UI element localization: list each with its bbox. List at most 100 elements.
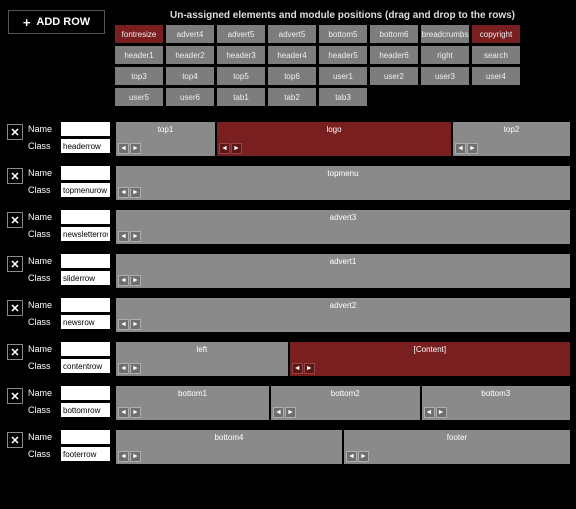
pool-chip[interactable]: user2 (370, 67, 418, 85)
row-cells[interactable]: advert1◄► (112, 252, 572, 290)
row-cell[interactable]: logo◄► (217, 122, 451, 156)
grow-right-button[interactable]: ► (130, 451, 141, 462)
grow-right-button[interactable]: ► (358, 451, 369, 462)
row-name-input[interactable] (61, 386, 110, 400)
pool-chip[interactable]: user1 (319, 67, 367, 85)
row-cell[interactable]: bottom4◄► (116, 430, 342, 464)
pool-chip[interactable]: header4 (268, 46, 316, 64)
row-class-input[interactable] (61, 271, 110, 285)
pool-chip[interactable]: user4 (472, 67, 520, 85)
pool-chip[interactable]: tab1 (217, 88, 265, 106)
row-class-input[interactable] (61, 139, 110, 153)
delete-row-button[interactable]: ✕ (7, 300, 23, 316)
shrink-left-button[interactable]: ◄ (118, 451, 129, 462)
pool-chip[interactable]: top4 (166, 67, 214, 85)
row-name-input[interactable] (61, 298, 110, 312)
row-class-input[interactable] (61, 447, 110, 461)
pool-chip[interactable]: breadcrumbs (421, 25, 469, 43)
row-cells[interactable]: advert2◄► (112, 296, 572, 334)
row-cell[interactable]: advert3◄► (116, 210, 570, 244)
shrink-left-button[interactable]: ◄ (273, 407, 284, 418)
grow-right-button[interactable]: ► (130, 231, 141, 242)
grow-right-button[interactable]: ► (130, 275, 141, 286)
pool-chip[interactable]: copyright (472, 25, 520, 43)
row-cell[interactable]: left◄► (116, 342, 288, 376)
row-cell[interactable]: footer◄► (344, 430, 570, 464)
row-cells[interactable]: topmenu◄► (112, 164, 572, 202)
pool-chip[interactable]: advert5 (217, 25, 265, 43)
pool-chip[interactable]: top3 (115, 67, 163, 85)
pool-chip[interactable]: header3 (217, 46, 265, 64)
row-cells[interactable]: top1◄►logo◄►top2◄► (112, 120, 572, 158)
pool-chip[interactable]: user6 (166, 88, 214, 106)
pool-chip[interactable]: top6 (268, 67, 316, 85)
grow-right-button[interactable]: ► (231, 143, 242, 154)
pool-chip[interactable]: advert4 (166, 25, 214, 43)
shrink-left-button[interactable]: ◄ (118, 231, 129, 242)
row-cells[interactable]: bottom1◄►bottom2◄►bottom3◄► (112, 384, 572, 422)
grow-right-button[interactable]: ► (285, 407, 296, 418)
shrink-left-button[interactable]: ◄ (346, 451, 357, 462)
delete-row-button[interactable]: ✕ (7, 388, 23, 404)
grow-right-button[interactable]: ► (130, 407, 141, 418)
shrink-left-button[interactable]: ◄ (118, 187, 129, 198)
grow-right-button[interactable]: ► (467, 143, 478, 154)
grow-right-button[interactable]: ► (436, 407, 447, 418)
pool-grid[interactable]: fontresizeadvert4advert5advert5bottom5bo… (115, 25, 570, 106)
pool-chip[interactable]: header5 (319, 46, 367, 64)
row-class-input[interactable] (61, 183, 110, 197)
row-cell[interactable]: top1◄► (116, 122, 215, 156)
row-cell[interactable]: bottom2◄► (271, 386, 420, 420)
row-cells[interactable]: advert3◄► (112, 208, 572, 246)
grow-right-button[interactable]: ► (130, 187, 141, 198)
delete-row-button[interactable]: ✕ (7, 212, 23, 228)
row-cell[interactable]: [Content]◄► (290, 342, 570, 376)
row-cells[interactable]: left◄►[Content]◄► (112, 340, 572, 378)
pool-chip[interactable]: bottom5 (319, 25, 367, 43)
pool-chip[interactable]: tab2 (268, 88, 316, 106)
pool-chip[interactable]: advert5 (268, 25, 316, 43)
row-class-input[interactable] (61, 315, 110, 329)
row-name-input[interactable] (61, 210, 110, 224)
row-name-input[interactable] (61, 166, 110, 180)
pool-chip[interactable]: header2 (166, 46, 214, 64)
shrink-left-button[interactable]: ◄ (455, 143, 466, 154)
delete-row-button[interactable]: ✕ (7, 344, 23, 360)
shrink-left-button[interactable]: ◄ (118, 143, 129, 154)
shrink-left-button[interactable]: ◄ (219, 143, 230, 154)
row-name-input[interactable] (61, 122, 110, 136)
pool-chip[interactable]: bottom6 (370, 25, 418, 43)
pool-chip[interactable]: right (421, 46, 469, 64)
row-name-input[interactable] (61, 342, 110, 356)
shrink-left-button[interactable]: ◄ (118, 319, 129, 330)
row-name-input[interactable] (61, 430, 110, 444)
row-class-input[interactable] (61, 403, 110, 417)
grow-right-button[interactable]: ► (130, 143, 141, 154)
pool-chip[interactable]: user3 (421, 67, 469, 85)
row-class-input[interactable] (61, 359, 110, 373)
pool-chip[interactable]: top5 (217, 67, 265, 85)
row-name-input[interactable] (61, 254, 110, 268)
shrink-left-button[interactable]: ◄ (424, 407, 435, 418)
grow-right-button[interactable]: ► (130, 319, 141, 330)
delete-row-button[interactable]: ✕ (7, 256, 23, 272)
delete-row-button[interactable]: ✕ (7, 124, 23, 140)
row-cell[interactable]: bottom1◄► (116, 386, 269, 420)
grow-right-button[interactable]: ► (130, 363, 141, 374)
row-cell[interactable]: advert1◄► (116, 254, 570, 288)
pool-chip[interactable]: header1 (115, 46, 163, 64)
grow-right-button[interactable]: ► (304, 363, 315, 374)
row-cell[interactable]: bottom3◄► (422, 386, 571, 420)
pool-chip[interactable]: header6 (370, 46, 418, 64)
row-cell[interactable]: advert2◄► (116, 298, 570, 332)
pool-chip[interactable]: user5 (115, 88, 163, 106)
shrink-left-button[interactable]: ◄ (118, 363, 129, 374)
shrink-left-button[interactable]: ◄ (118, 275, 129, 286)
add-row-button[interactable]: + ADD ROW (8, 10, 105, 34)
row-class-input[interactable] (61, 227, 110, 241)
pool-chip[interactable]: search (472, 46, 520, 64)
delete-row-button[interactable]: ✕ (7, 168, 23, 184)
row-cells[interactable]: bottom4◄►footer◄► (112, 428, 572, 466)
row-cell[interactable]: topmenu◄► (116, 166, 570, 200)
pool-chip[interactable]: tab3 (319, 88, 367, 106)
